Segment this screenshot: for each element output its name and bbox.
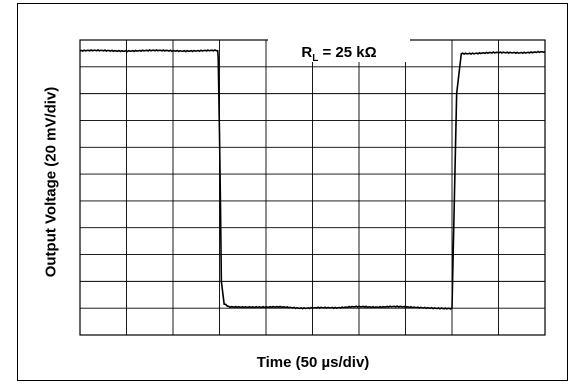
- annotation-prefix: R: [301, 44, 312, 61]
- y-axis-label: Output Voltage (20 mV/div): [42, 86, 60, 278]
- figure-frame: [17, 3, 568, 381]
- annotation-subscript: L: [312, 53, 318, 64]
- waveform-trace: [79, 48, 546, 310]
- annotation-background: [268, 38, 410, 62]
- x-axis-label: Time (50 µs/div): [256, 354, 370, 371]
- annotation-value: = 25 kΩ: [318, 44, 376, 61]
- load-resistance-annotation: RL = 25 kΩ: [301, 44, 376, 64]
- grid: [80, 40, 545, 335]
